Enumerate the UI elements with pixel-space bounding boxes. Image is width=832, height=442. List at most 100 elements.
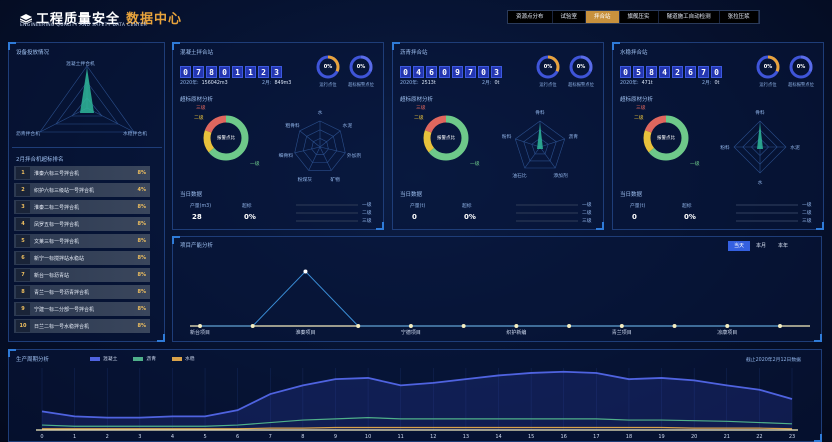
today-exceed-value: 0%: [244, 213, 256, 221]
counter-digit: 0: [478, 66, 489, 78]
radar-axis-label: 水: [757, 181, 763, 186]
rank-row[interactable]: 10 日兰二标一号水稳拌合机 8%: [14, 319, 150, 333]
analysis-title: 超标原材分析: [400, 97, 434, 103]
nav-item-3[interactable]: 旗舰压实: [620, 11, 659, 23]
production-tick-label: 5: [203, 434, 206, 440]
production-tick-label: 12: [430, 434, 436, 440]
rank-name: 淮秦六标三号拌合机: [34, 170, 80, 177]
rank-row[interactable]: 1 淮秦六标三号拌合机 8%: [14, 166, 150, 180]
year-label: 2020年:: [620, 81, 639, 86]
rank-row[interactable]: 2 织护六标三级站一号拌合机 4%: [14, 183, 150, 197]
radar-axis-label: 粗骨料: [285, 124, 300, 130]
today-header-output: 产量(m3): [190, 204, 212, 209]
rank-name: 凤罗五标一号拌合机: [34, 221, 80, 228]
legend-item: 沥青: [133, 355, 156, 362]
level-bar: [736, 204, 798, 206]
counter-digit: 4: [413, 66, 424, 78]
level-bar: [736, 212, 798, 214]
radar-axis-label: 沥青: [568, 135, 579, 141]
material-radar: [514, 120, 566, 169]
donut-label: 二级: [414, 116, 424, 121]
nav-item-5[interactable]: 张拉压浆: [720, 11, 759, 23]
rank-value: 8%: [137, 272, 147, 278]
year-label: 2020年:: [400, 81, 419, 86]
production-chart: 0 1 2 3 4 5 6 7 8 9 10 11 12 13 14 15 16 17 18 19 20 21 22 23: [36, 368, 798, 440]
station-title: 沥青拌合站: [400, 50, 428, 56]
rank-name: 宁建一标二分部一号拌合机: [34, 306, 95, 313]
rank-row[interactable]: 4 凤罗五标一号拌合机 8%: [14, 217, 150, 231]
today-output-value: 28: [192, 213, 202, 221]
level-bar-label: 三级: [802, 219, 812, 224]
material-radar: [294, 120, 346, 171]
ring-label: 超标报警点位: [568, 83, 594, 88]
month-total: 2月: 0t: [482, 79, 499, 86]
project-tick-label: 织护新编: [506, 329, 526, 336]
project-point: [778, 324, 782, 328]
production-tick-label: 4: [171, 434, 174, 440]
today-header-output: 产量(t): [630, 204, 646, 209]
legend-item: 混凝土: [90, 355, 117, 362]
series-area-concrete: [42, 371, 792, 430]
production-tick-label: 22: [756, 434, 762, 440]
rank-number: 8: [16, 286, 30, 298]
project-point: [514, 324, 519, 328]
counter-digit: 0: [439, 66, 450, 78]
rank-number: 2: [16, 184, 30, 196]
rank-name: 淮秦二标二号拌合机: [34, 204, 80, 211]
project-tab-1[interactable]: 本月: [756, 243, 767, 249]
legend-label: 混凝土: [103, 357, 118, 362]
rank-number: 7: [16, 269, 30, 281]
project-point: [725, 324, 730, 328]
donut-label: 一级: [250, 162, 260, 167]
project-chart: 新台项目 淮秦项目 宁德项目 织护新编 青兰项目 凉康项目: [190, 269, 810, 336]
ring-value: 0%: [796, 64, 806, 70]
project-tabs: 当天 本月 本年: [728, 241, 794, 251]
alarm-donut: [203, 115, 249, 161]
nav-item-1[interactable]: 试验室: [553, 11, 587, 23]
rank-row[interactable]: 6 新宁一标搅拌站水稳站 8%: [14, 251, 150, 265]
rank-number: 4: [16, 218, 30, 230]
rank-value: 8%: [137, 204, 147, 210]
top-nav: 资源点分布 试验室 拌合站 旗舰压实 隧道施工自动检测 张拉压浆: [507, 10, 760, 24]
donut-label: 二级: [194, 116, 204, 121]
production-tick-label: 15: [528, 434, 534, 440]
rank-row[interactable]: 8 青兰一标一号沥青拌合机 8%: [14, 285, 150, 299]
rank-row[interactable]: 7 新台一标沥青站 8%: [14, 268, 150, 282]
donut-label: 一级: [470, 162, 480, 167]
analysis-title: 超标原材分析: [620, 97, 654, 103]
level-bar-label: 一级: [362, 203, 372, 208]
today-header-output: 产量(t): [410, 204, 426, 209]
radar-axis-label: 水泥: [790, 146, 800, 151]
project-tab-2[interactable]: 本年: [778, 243, 789, 249]
project-tick-label: 青兰项目: [612, 329, 632, 336]
today-header-exceed: 超标: [242, 204, 252, 209]
rank-number: 1: [16, 167, 30, 179]
project-tick-label: 宁德项目: [401, 329, 421, 336]
ring-label: 运行点位: [539, 83, 557, 88]
rank-row[interactable]: 3 淮秦二标二号拌合机 8%: [14, 200, 150, 214]
counter-digit: 0: [620, 66, 631, 78]
project-tick-label: 淮秦项目: [295, 329, 315, 336]
production-note: 截止2020年2月12日数据: [746, 358, 801, 363]
counter-digit: 1: [232, 66, 243, 78]
rank-row[interactable]: 9 宁建一标二分部一号拌合机 8%: [14, 302, 150, 316]
nav-item-4[interactable]: 隧道施工自动检测: [659, 11, 720, 23]
nav-item-0[interactable]: 资源点分布: [508, 11, 553, 23]
counter-digit: 0: [180, 66, 191, 78]
today-exceed-value: 0%: [684, 213, 696, 221]
radar-label-asphalt: 沥青拌合机: [16, 132, 40, 137]
rank-row[interactable]: 5 文莱三标一号拌合机 8%: [14, 234, 150, 248]
rank-value: 8%: [137, 255, 147, 261]
counter-digit: 7: [193, 66, 204, 78]
year-value: 2513t: [421, 81, 436, 86]
title-main: 工程质量安全: [36, 12, 121, 27]
counter-digit: 1: [245, 66, 256, 78]
counter-digit: 7: [698, 66, 709, 78]
project-tab-0[interactable]: 当天: [728, 241, 751, 251]
month-total: 2月: 849m3: [262, 79, 291, 86]
rank-value: 8%: [137, 306, 147, 312]
nav-item-2[interactable]: 拌合站: [586, 11, 620, 23]
